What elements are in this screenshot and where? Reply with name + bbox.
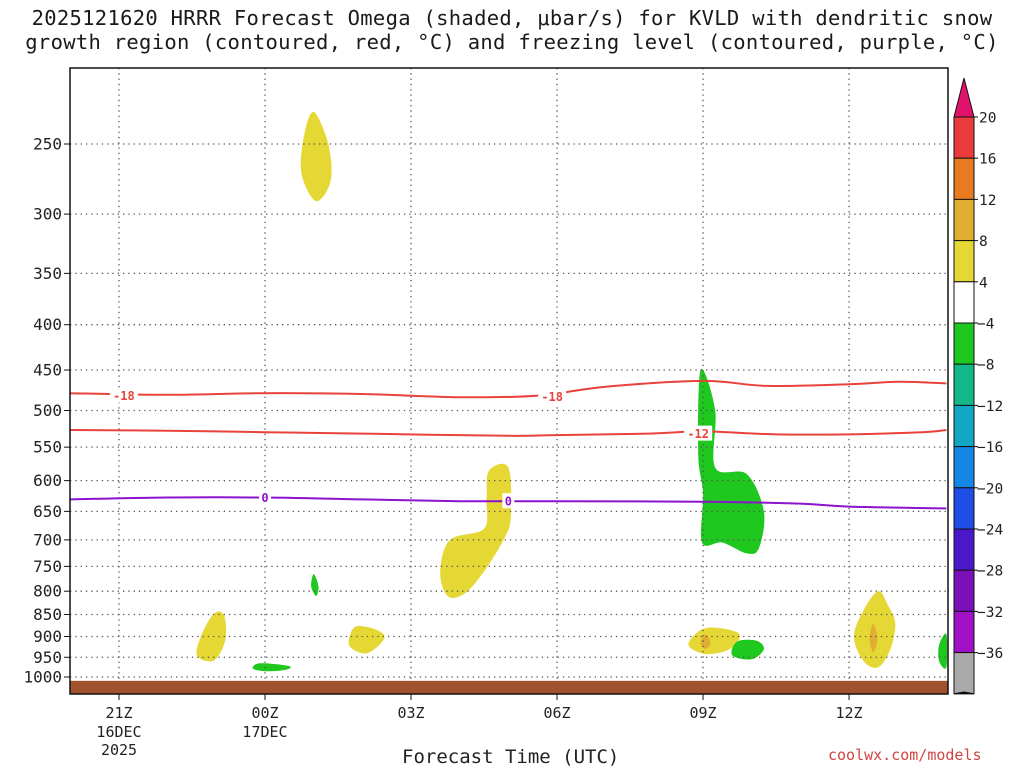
colorbar-swatch (953, 528, 975, 571)
y-tick-label: 350 (33, 264, 62, 283)
contour-label-bg (538, 388, 567, 404)
contour-label: 0 (261, 491, 268, 505)
colorbar-label: −16 (977, 440, 1003, 456)
colorbar-swatch (953, 240, 975, 283)
contour-label: -12 (687, 427, 709, 441)
colorbar-swatch (953, 363, 975, 406)
contour-label-bg (684, 425, 713, 441)
y-tick-label: 800 (33, 582, 62, 601)
site-credit: coolwx.com/models (828, 746, 982, 764)
colorbar-label: −28 (977, 564, 1003, 580)
omega-area (731, 639, 765, 660)
omega-area (252, 663, 291, 672)
contour-label-bg (259, 489, 272, 505)
colorbar-swatch (953, 116, 975, 159)
omega-area (348, 625, 385, 654)
colorbar-swatch (953, 610, 975, 654)
dgz-lower-contour (70, 429, 947, 437)
y-tick-label: 500 (33, 401, 62, 420)
chart-title-line2: growth region (contoured, red, °C) and f… (25, 30, 999, 54)
y-tick-label: 950 (33, 648, 62, 667)
x-tick-label: 09Z (689, 704, 716, 722)
y-tick-label: 600 (33, 471, 62, 490)
contour-label-bg (502, 493, 515, 509)
colorbar-top-arrow (953, 77, 975, 118)
omega-area (869, 623, 878, 653)
x-tick-date: 16DEC (96, 723, 141, 741)
colorbar-swatch (953, 652, 975, 695)
y-tick-label: 400 (33, 315, 62, 334)
colorbar-swatch (953, 446, 975, 489)
omega-area (196, 611, 227, 662)
colorbar-swatch (953, 198, 975, 242)
colorbar-label: −8 (977, 358, 994, 374)
contour-label: -18 (541, 390, 563, 404)
y-tick-label: 250 (33, 135, 62, 154)
colorbar-label: −36 (977, 646, 1003, 662)
contour-label: -18 (113, 389, 135, 403)
colorbar-swatch (953, 281, 975, 324)
colorbar-label: 16 (979, 152, 996, 168)
x-axis-title: Forecast Time (UTC) (402, 746, 620, 768)
omega-area (700, 634, 711, 650)
y-tick-label: 1000 (23, 668, 62, 687)
colorbar-bottom-arrow (953, 691, 975, 695)
colorbar-label: −12 (977, 399, 1003, 415)
y-tick-label: 750 (33, 557, 62, 576)
colorbar-label: 20 (979, 111, 996, 127)
x-tick-label: 12Z (836, 704, 863, 722)
chart-title-line1: 2025121620 HRRR Forecast Omega (shaded, … (31, 6, 993, 30)
contour-label-bg (109, 387, 138, 403)
y-tick-label: 450 (33, 360, 62, 379)
plot-frame (69, 67, 949, 695)
omega-area (688, 627, 740, 655)
y-tick-label: 650 (33, 502, 62, 521)
chart-title: 2025121620 HRRR Forecast Omega (shaded, … (0, 6, 1024, 54)
y-tick-label: 300 (33, 205, 62, 224)
y-tick-label: 550 (33, 438, 62, 457)
x-tick-label: 03Z (397, 704, 424, 722)
y-tick-label: 900 (33, 627, 62, 646)
omega-area (938, 633, 948, 669)
colorbar-label: 12 (979, 193, 996, 209)
colorbar-label: −4 (977, 317, 995, 333)
x-tick-label: 06Z (543, 704, 570, 722)
colorbar-swatch (953, 322, 975, 365)
omega-area (440, 463, 512, 598)
colorbar-label: 8 (979, 234, 988, 250)
colorbar-label: −20 (977, 481, 1003, 497)
omega-area (311, 574, 319, 596)
contour-label: 0 (505, 495, 512, 509)
x-tick-label: 00Z (251, 704, 278, 722)
ground-fill (70, 680, 948, 694)
colorbar-swatch (953, 487, 975, 530)
y-tick-label: 850 (33, 605, 62, 624)
y-tick-label: 700 (33, 530, 62, 549)
omega-area (300, 111, 332, 202)
colorbar-label: −24 (977, 523, 1003, 539)
x-tick-year: 2025 (101, 741, 137, 759)
colorbar-swatch (953, 157, 975, 200)
colorbar-label: −32 (977, 605, 1003, 621)
x-tick-label: 21Z (105, 704, 132, 722)
omega-area (698, 368, 765, 554)
plot-background (70, 68, 948, 694)
colorbar-swatch (953, 404, 975, 448)
x-tick-date: 17DEC (242, 723, 287, 741)
colorbar-label: 4 (979, 275, 988, 291)
colorbar-swatch (953, 569, 975, 612)
